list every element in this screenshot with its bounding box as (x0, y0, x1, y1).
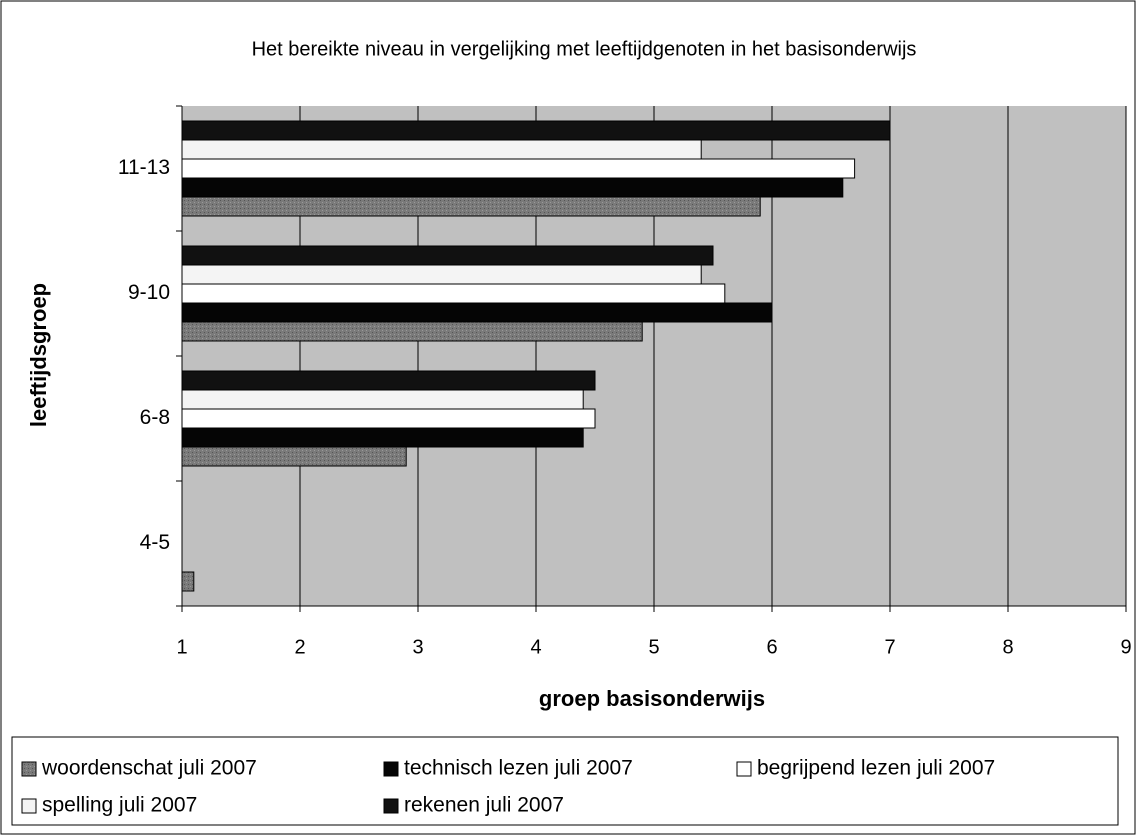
y-tick-label: 6-8 (140, 406, 170, 429)
legend-swatch (21, 761, 37, 777)
y-axis-label: leeftijdsgroep (26, 283, 51, 427)
bar (181, 446, 407, 467)
legend-label: technisch lezen juli 2007 (404, 757, 633, 780)
legend-label: woordenschat juli 2007 (41, 757, 257, 780)
bar (181, 120, 891, 141)
x-tick-label: 9 (1120, 636, 1131, 658)
bar (181, 408, 596, 429)
bar (181, 139, 702, 160)
y-tick-label: 4-5 (140, 531, 170, 554)
legend-box (11, 736, 1119, 826)
bar (181, 283, 726, 304)
bar (181, 177, 844, 198)
bar (181, 389, 584, 410)
x-tick-label: 4 (530, 636, 541, 658)
bar (181, 158, 856, 179)
x-axis-label: groep basisonderwijs (539, 686, 765, 711)
x-tick-label: 5 (648, 636, 659, 658)
legend-swatch (21, 798, 37, 814)
legend-swatch (383, 798, 399, 814)
legend-label: spelling juli 2007 (42, 794, 197, 817)
bar (181, 370, 596, 391)
bar (181, 427, 584, 448)
x-tick-label: 6 (766, 636, 777, 658)
legend-swatch (383, 761, 399, 777)
x-tick-label: 7 (884, 636, 895, 658)
bar (181, 302, 773, 323)
bar (181, 571, 195, 592)
y-tick-label: 9-10 (128, 281, 170, 304)
bar (181, 196, 761, 217)
chart-title: Het bereikte niveau in vergelijking met … (252, 38, 917, 60)
legend-label: rekenen juli 2007 (404, 794, 564, 817)
bar (181, 321, 643, 342)
x-tick-label: 1 (176, 636, 187, 658)
y-tick-label: 11-13 (118, 156, 170, 179)
x-tick-label: 8 (1002, 636, 1013, 658)
legend-swatch (736, 761, 752, 777)
x-tick-label: 3 (412, 636, 423, 658)
bar (181, 264, 702, 285)
bar (181, 245, 714, 266)
legend-label: begrijpend lezen juli 2007 (757, 757, 995, 780)
x-tick-label: 2 (294, 636, 305, 658)
